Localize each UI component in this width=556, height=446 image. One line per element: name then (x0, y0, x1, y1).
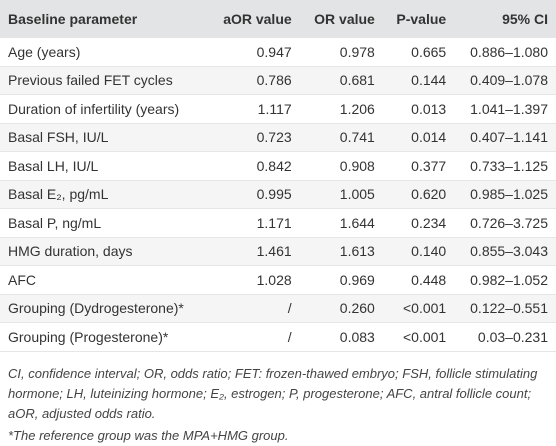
table-row: Duration of infertility (years) 1.117 1.20… (0, 94, 556, 124)
value-cell: 0.995 (208, 180, 300, 209)
value-cell: <0.001 (382, 322, 455, 352)
value-cell: 0.886–1.080 (454, 38, 556, 67)
value-cell: 1.206 (299, 94, 383, 124)
header-cell: 95% CI (454, 0, 556, 38)
row-label: Previous failed FET cycles (0, 66, 209, 95)
value-cell: 0.978 (299, 38, 383, 67)
table-row: Basal LH, IU/L 0.842 0.908 0.377 0.733–1.125 (0, 151, 556, 181)
value-cell: 0.014 (382, 123, 455, 152)
value-cell: 1.117 (208, 94, 300, 124)
table-body: Age (years) 0.947 0.978 0.665 0.886–1.080 Pre… (0, 38, 556, 352)
footnote: CI, confidence interval; OR, odds ratio;… (8, 365, 538, 421)
value-cell: 1.461 (208, 237, 300, 266)
value-cell: <0.001 (382, 294, 455, 323)
value-cell: 0.234 (382, 208, 455, 238)
value-cell: 0.409–1.078 (454, 66, 556, 95)
value-cell: 0.03–0.231 (454, 322, 556, 352)
value-cell: 0.947 (208, 38, 300, 67)
value-cell: 1.644 (299, 208, 383, 238)
row-label: Grouping (Dydrogesterone)* (0, 294, 209, 323)
table-notes: CI, confidence interval; OR, odds ratio;… (0, 352, 556, 446)
row-label: Age (years) (0, 38, 209, 67)
row-label: Basal P, ng/mL (0, 208, 209, 238)
value-cell: 0.083 (299, 322, 383, 352)
table-header: Baseline parameter aOR value OR value P-val… (0, 0, 556, 38)
value-cell: 0.726–3.725 (454, 208, 556, 238)
value-cell: 0.969 (299, 265, 383, 295)
results-table: Baseline parameter aOR value OR value P-val… (0, 0, 556, 352)
value-cell: / (208, 294, 300, 323)
value-cell: 0.982–1.052 (454, 265, 556, 295)
value-cell: 1.005 (299, 180, 383, 209)
value-cell: 0.407–1.141 (454, 123, 556, 152)
value-cell: 1.171 (208, 208, 300, 238)
value-cell: 0.260 (299, 294, 383, 323)
header-cell: OR value (299, 0, 383, 38)
row-label: AFC (0, 265, 209, 295)
value-cell: 0.723 (208, 123, 300, 152)
header-cell: aOR value (208, 0, 300, 38)
value-cell: 0.855–3.043 (454, 237, 556, 266)
table-row: Basal FSH, IU/L 0.723 0.741 0.014 0.407–1.14… (0, 123, 556, 152)
value-cell: 0.122–0.551 (454, 294, 556, 323)
value-cell: 1.028 (208, 265, 300, 295)
value-cell: 0.665 (382, 38, 455, 67)
value-cell: 0.681 (299, 66, 383, 95)
value-cell: 0.842 (208, 151, 300, 181)
header-cell: P-value (382, 0, 455, 38)
value-cell: 0.741 (299, 123, 383, 152)
row-label: Basal E₂, pg/mL (0, 180, 209, 209)
value-cell: 0.377 (382, 151, 455, 181)
header-cell: Baseline parameter (0, 0, 209, 38)
value-cell: 0.144 (382, 66, 455, 95)
footnote: *The reference group was the MPA+HMG gro… (8, 427, 289, 443)
header-row: Baseline parameter aOR value OR value P-val… (0, 0, 556, 38)
table-row: Age (years) 0.947 0.978 0.665 0.886–1.080 (0, 38, 556, 67)
table-row: Previous failed FET cycles 0.786 0.681 0.14… (0, 66, 556, 95)
value-cell: 0.733–1.125 (454, 151, 556, 181)
table-row: HMG duration, days 1.461 1.613 0.140 0.855–3… (0, 237, 556, 266)
table-row: Grouping (Dydrogesterone)*/0.260 <0.001 0.… (0, 294, 556, 323)
table-row: AFC 1.028 0.969 0.448 0.982–1.052 (0, 265, 556, 295)
table-row: Basal E₂, pg/mL 0.995 1.005 0.620 0.985–1.02… (0, 180, 556, 209)
table-row: Basal P, ng/mL 1.171 1.644 0.234 0.726–3.725 (0, 208, 556, 238)
row-label: HMG duration, days (0, 237, 209, 266)
row-label: Grouping (Progesterone)* (0, 322, 209, 352)
value-cell: 0.140 (382, 237, 455, 266)
row-label: Basal FSH, IU/L (0, 123, 209, 152)
row-label: Duration of infertility (years) (0, 94, 209, 124)
value-cell: 0.448 (382, 265, 455, 295)
value-cell: 0.985–1.025 (454, 180, 556, 209)
value-cell: 1.613 (299, 237, 383, 266)
value-cell: 0.908 (299, 151, 383, 181)
table-row: Grouping (Progesterone)*/0.083 <0.001 0.03… (0, 322, 556, 352)
value-cell: 0.620 (382, 180, 455, 209)
value-cell: 0.013 (382, 94, 455, 124)
value-cell: 1.041–1.397 (454, 94, 556, 124)
row-label: Basal LH, IU/L (0, 151, 209, 181)
value-cell: / (208, 322, 300, 352)
value-cell: 0.786 (208, 66, 300, 95)
